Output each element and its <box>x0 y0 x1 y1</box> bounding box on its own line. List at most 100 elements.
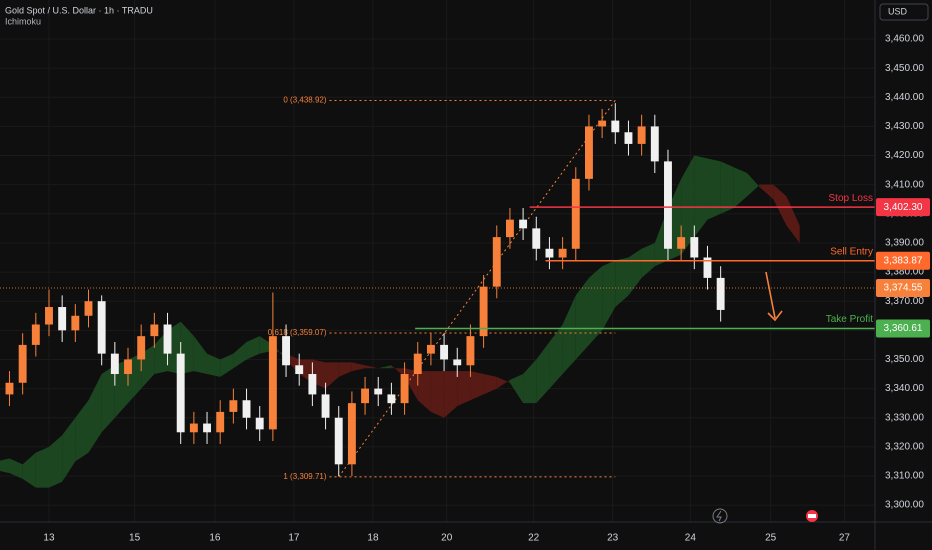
cloud-segment <box>193 336 208 375</box>
candle-body <box>453 359 462 366</box>
candle-body <box>137 336 146 360</box>
candle-body <box>347 403 356 465</box>
candle-body <box>650 126 659 162</box>
cloud-segment <box>351 362 366 372</box>
fib-label: 0 (3,438.92) <box>283 96 326 105</box>
x-tick-label: 22 <box>528 533 540 544</box>
axis: 3,300.00 3,310.00 3,320.00 3,330.00 3,340.00… <box>43 34 930 544</box>
cloud-segment <box>509 374 524 404</box>
candle-body <box>268 336 277 430</box>
cloud-segment <box>75 400 89 462</box>
cloud-segment <box>88 374 102 453</box>
candle-body <box>440 344 449 360</box>
cloud-segment <box>457 371 471 407</box>
candle-body <box>703 257 712 278</box>
event-icon[interactable] <box>712 508 728 524</box>
cloud-segment <box>0 458 10 474</box>
candles <box>5 103 725 476</box>
price-tag <box>876 319 930 338</box>
cloud-segment <box>588 266 603 345</box>
candle-body <box>479 286 488 337</box>
y-tick-label: 3,300.00 <box>885 500 924 511</box>
price-tag-label: 3,383.87 <box>884 255 923 266</box>
price-tag-label: 3,360.61 <box>884 323 923 334</box>
cloud-segment <box>246 336 260 360</box>
y-tick-label: 3,380.00 <box>885 267 924 278</box>
candle-body <box>308 374 317 395</box>
level-name: Sell Entry <box>830 246 873 257</box>
cloud-segment <box>746 173 761 197</box>
candle-body <box>400 374 409 404</box>
candle-body <box>189 423 198 433</box>
cloud-segment <box>707 158 721 220</box>
x-tick-label: 23 <box>607 533 619 544</box>
candle-body <box>492 237 501 287</box>
candle-body <box>716 277 725 310</box>
cloud-segment <box>562 295 576 375</box>
candle-body <box>637 126 646 144</box>
cloud-segment <box>470 371 484 401</box>
y-tick-label: 3,320.00 <box>885 441 924 452</box>
currency: USD <box>888 6 908 16</box>
indicator-name: Ichimoku <box>5 16 41 26</box>
candle-body <box>295 365 304 375</box>
cloud-segment <box>220 353 234 377</box>
price-tag <box>876 278 930 297</box>
candle-body <box>624 132 633 144</box>
cloud-segment <box>444 371 458 418</box>
cloud-segment <box>417 371 431 412</box>
cloud-segment <box>681 155 695 255</box>
cloud-segment <box>602 260 616 331</box>
y-tick-label: 3,340.00 <box>885 383 924 394</box>
x-tick-label: 16 <box>209 533 221 544</box>
cloud-segment <box>483 374 497 395</box>
x-tick-label: 25 <box>765 533 777 544</box>
cloud-segment <box>9 458 23 479</box>
cloud-segment <box>536 341 550 404</box>
price-tag <box>876 251 930 270</box>
cloud-segment <box>615 257 629 308</box>
cloud-segment <box>207 353 221 377</box>
levels: Stop Loss Sell Entry Take Profit <box>415 193 875 330</box>
candle-body <box>255 417 264 430</box>
y-tick-label: 3,350.00 <box>885 354 924 365</box>
level-name: Stop Loss <box>829 193 873 204</box>
candle-body <box>216 411 225 433</box>
overlay: 0 (3,438.92) 0.618 (3,359.07) 1 (3,309.71) <box>0 96 875 481</box>
cloud-segment <box>523 359 537 404</box>
candle-body <box>690 237 699 258</box>
price-tag <box>876 198 930 217</box>
y-tick-label: 3,460.00 <box>885 34 924 45</box>
cloud-segment <box>496 376 510 389</box>
y-tick-label: 3,370.00 <box>885 296 924 307</box>
candle-body <box>598 120 607 127</box>
cloud-segment <box>773 184 787 226</box>
candle-body <box>242 400 251 418</box>
cloud-segment <box>101 365 115 433</box>
cloud-segment <box>35 446 49 488</box>
currency-box[interactable] <box>879 3 929 21</box>
y-tick-label: 3,430.00 <box>885 121 924 132</box>
y-tick-label: 3,420.00 <box>885 150 924 161</box>
y-tick-label: 3,330.00 <box>885 412 924 423</box>
price-tag-label: 3,402.30 <box>884 202 923 213</box>
candle-body <box>31 324 40 345</box>
cloud-segment <box>760 184 774 200</box>
y-tick-label: 3,390.00 <box>885 238 924 249</box>
candle-body <box>282 336 290 366</box>
event-icon-flag <box>808 514 816 518</box>
candle-body <box>334 417 343 465</box>
candle-body <box>203 423 211 433</box>
candle-body <box>677 237 686 249</box>
candle-body <box>84 301 93 316</box>
x-tick-label: 24 <box>685 533 697 544</box>
event-icon-bolt <box>716 510 722 522</box>
candle-body <box>45 307 53 325</box>
cloud-segment <box>694 155 708 238</box>
candle-body <box>124 359 132 375</box>
candle-body <box>150 324 159 337</box>
candle-body <box>545 248 554 258</box>
candle-body <box>532 228 541 249</box>
